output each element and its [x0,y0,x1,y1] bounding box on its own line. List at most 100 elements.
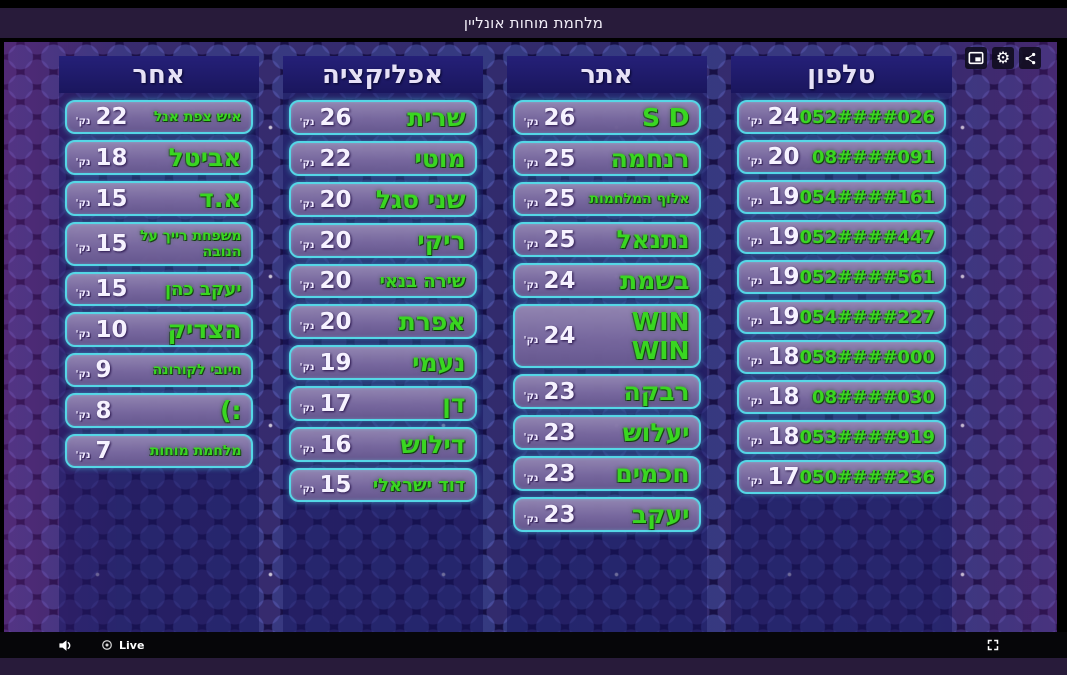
fullscreen-icon[interactable] [986,638,1000,652]
points-label: נק' [523,157,539,169]
entry-points: 22 [319,145,352,172]
points-label: נק' [523,431,539,443]
entry-row: אפרת 20 נק' [288,304,477,339]
entry-row: אביטל 18 נק' [64,140,253,175]
entry-name: יעקב [631,500,690,529]
entry-row: מלחמת מוחות 7 נק' [64,434,253,469]
column-header-bar: טלפון [730,56,952,93]
entry-points: 25 [543,186,576,212]
entry-row: 052####561 19 נק' [736,260,946,294]
points-label: נק' [75,288,91,300]
entry-points-group: 23 נק' [524,461,576,487]
entry-points: 15 [95,185,128,212]
entry-points: 23 [543,419,576,446]
entry-points: 24 [543,267,576,294]
entry-points-group: 18 נק' [748,424,800,450]
entry-name: S D [642,103,690,132]
page-title: מלחמת מוחות אונליין [463,14,604,32]
entry-points-group: 10 נק' [76,317,128,343]
share-icon[interactable] [1019,47,1041,69]
entry-name: WIN WIN [631,307,690,365]
entry-points-group: 25 נק' [524,186,576,212]
entry-row: משפחת רייך על הנובה 15 נק' [64,222,253,267]
entry-points-group: 23 נק' [524,379,576,405]
entry-points-group: 26 נק' [524,105,576,131]
points-label: נק' [523,116,539,128]
column-header: אחר [132,59,185,90]
leaderboard: טלפון 052####026 24 נק' 08####091 20 נק'… [4,42,1057,632]
leaderboard-column: אפליקציה שרית 26 נק' מוטי 22 נק' שני סגל… [282,56,483,632]
entry-row: יעקב 23 נק' [512,497,701,532]
entry-points: 18 [767,344,800,370]
column-header-bar: אחר [58,56,259,93]
entry-row: בשמת 24 נק' [512,263,701,298]
entry-name: 054####227 [799,306,935,328]
points-label: נק' [747,396,763,407]
entry-points-group: 19 נק' [748,224,800,250]
entry-row: יעלוש 23 נק' [512,415,701,450]
entry-name: אביטל [168,143,242,172]
entry-points: 20 [319,186,352,213]
column-body: 052####026 24 נק' 08####091 20 נק' 054##… [731,100,952,494]
entry-row: חיובי לקורונה 9 נק' [64,353,253,388]
entry-points: 20 [767,144,800,170]
entry-name: (: [220,396,242,426]
leaderboard-column: אחר איש צפת אנל 22 נק' אביטל 18 נק' א.ד … [58,56,259,632]
points-label: נק' [747,476,763,487]
entry-name: שירה בנאי [379,270,466,292]
entry-row: דילוש 16 נק' [288,427,477,462]
points-label: נק' [75,197,91,209]
points-label: נק' [747,156,763,167]
entry-row: הצדיק 10 נק' [64,312,253,348]
points-label: נק' [523,238,539,250]
entry-points: 8 [95,397,112,424]
player-controls: Live [0,632,1067,658]
entry-points-group: 15 נק' [76,231,128,257]
entry-row: (: 8 נק' [64,393,253,429]
entry-name: 054####161 [799,186,935,208]
entry-name: יעלוש [622,418,690,447]
entry-points: 20 [319,227,352,254]
leaderboard-column: אתר S D 26 נק' רנחמה 25 נק' אלוף המלחמות… [506,56,707,632]
entry-name: דילוש [400,430,466,459]
settings-gear-icon[interactable]: ⚙ [992,47,1014,69]
entry-row: שירה בנאי 20 נק' [288,264,477,298]
points-label: נק' [747,356,763,367]
entry-name: מלחמת מוחות [149,443,242,460]
entry-row: מוטי 22 נק' [288,141,477,176]
entry-points-group: 16 נק' [300,432,352,458]
entry-points-group: 26 נק' [300,105,352,131]
entry-name: א.ד [199,184,242,213]
live-badge[interactable]: Live [101,639,144,652]
entry-points: 7 [95,438,112,465]
points-label: נק' [299,157,315,169]
miniplayer-icon[interactable] [965,47,987,69]
points-label: נק' [523,513,539,525]
entry-name: 052####561 [799,266,935,288]
entry-name: דן [442,389,466,418]
column-header-bar: אתר [506,56,707,93]
entry-points-group: 23 נק' [524,420,576,446]
points-label: נק' [75,369,91,381]
entry-points: 18 [767,384,800,410]
entry-points-group: 25 נק' [524,146,576,172]
entry-name: חיובי לקורונה [152,362,242,379]
entry-name: אפרת [398,307,466,336]
entry-row: WIN WIN 24 נק' [512,304,701,368]
entry-points-group: 8 נק' [76,398,112,424]
entry-name: שרית [407,103,466,132]
entry-name: 050####236 [799,466,935,488]
entry-points: 15 [95,231,128,258]
entry-points: 9 [95,357,112,384]
entry-points-group: 20 נק' [300,228,352,254]
entry-name: 052####026 [799,106,935,128]
player-top-icons: ⚙ [965,47,1041,69]
entry-points-group: 18 נק' [748,384,800,410]
volume-icon[interactable] [58,638,75,653]
points-label: נק' [299,484,315,495]
entry-points: 19 [767,184,800,210]
points-label: נק' [747,236,763,247]
entry-name: ריקי [417,226,466,255]
entry-points-group: 20 נק' [748,144,800,170]
window-title-bar: מלחמת מוחות אונליין [0,8,1067,38]
